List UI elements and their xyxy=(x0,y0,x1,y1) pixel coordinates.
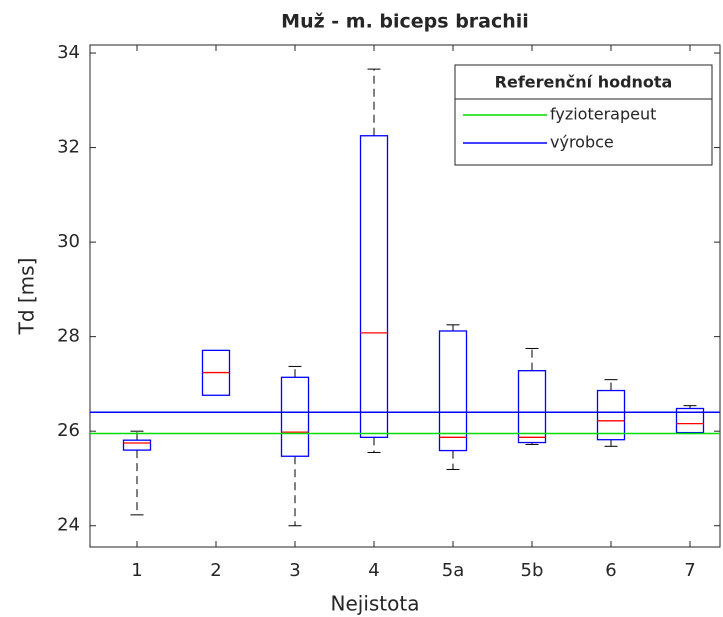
x-tick-label: 4 xyxy=(368,560,379,581)
y-tick-label: 32 xyxy=(57,137,80,158)
x-tick-label: 1 xyxy=(131,560,142,581)
x-tick-label: 2 xyxy=(210,560,221,581)
y-tick-label: 24 xyxy=(57,515,80,536)
box xyxy=(280,376,310,457)
y-tick-label: 30 xyxy=(57,231,80,252)
y-axis-label: Td [ms] xyxy=(15,258,39,336)
x-tick-label: 5b xyxy=(521,560,544,581)
box xyxy=(517,370,547,444)
y-tick-label: 26 xyxy=(57,420,80,441)
box xyxy=(438,330,468,452)
x-axis-label: Nejistota xyxy=(331,592,420,616)
x-tick-label: 3 xyxy=(289,560,300,581)
legend-label: výrobce xyxy=(550,133,614,152)
plot-area xyxy=(89,44,721,548)
x-tick-label: 7 xyxy=(684,560,695,581)
x-tick-label: 5a xyxy=(442,560,464,581)
chart-title: Muž - m. biceps brachii xyxy=(281,11,529,33)
box xyxy=(675,407,705,434)
box xyxy=(122,439,152,451)
legend-label: fyzioterapeut xyxy=(550,105,656,124)
y-tick-label: 28 xyxy=(57,326,80,347)
box xyxy=(359,135,389,438)
x-tick-label: 6 xyxy=(605,560,616,581)
legend-title: Referenční hodnota xyxy=(495,73,673,92)
box xyxy=(596,389,626,441)
y-tick-label: 34 xyxy=(57,42,80,63)
